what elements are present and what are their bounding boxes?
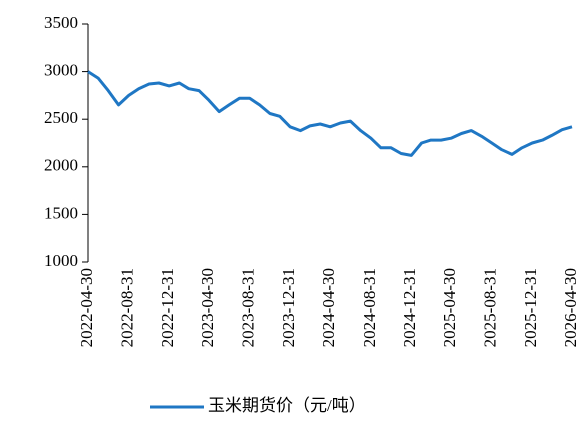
y-tick-label: 1500 [44,203,78,222]
x-tick-label: 2024-08-31 [360,268,379,347]
x-tick-label: 2023-12-31 [279,268,298,347]
x-tick-label: 2022-12-31 [158,268,177,347]
x-tick-label: 2022-08-31 [118,268,137,347]
x-tick-label: 2025-08-31 [481,268,500,347]
x-tick-label: 2025-12-31 [521,268,540,347]
line [87,70,573,157]
x-tick-label: 2023-04-30 [198,268,217,347]
y-tick-label: 1000 [44,251,78,270]
y-tick-label: 2500 [44,108,78,127]
x-tick-label: 2024-12-31 [400,268,419,347]
legend-label: 玉米期货价（元/吨） [208,396,366,415]
x-tick-label: 2022-04-30 [77,268,96,347]
y-tick-label: 3000 [44,61,78,80]
x-tick-label: 2024-04-30 [319,268,338,347]
y-tick-label: 2000 [44,156,78,175]
x-tick-label: 2023-08-31 [239,268,258,347]
x-tick-label: 2026-04-30 [561,268,580,347]
y-tick-label: 3500 [44,13,78,32]
x-tick-label: 2025-04-30 [440,268,459,347]
